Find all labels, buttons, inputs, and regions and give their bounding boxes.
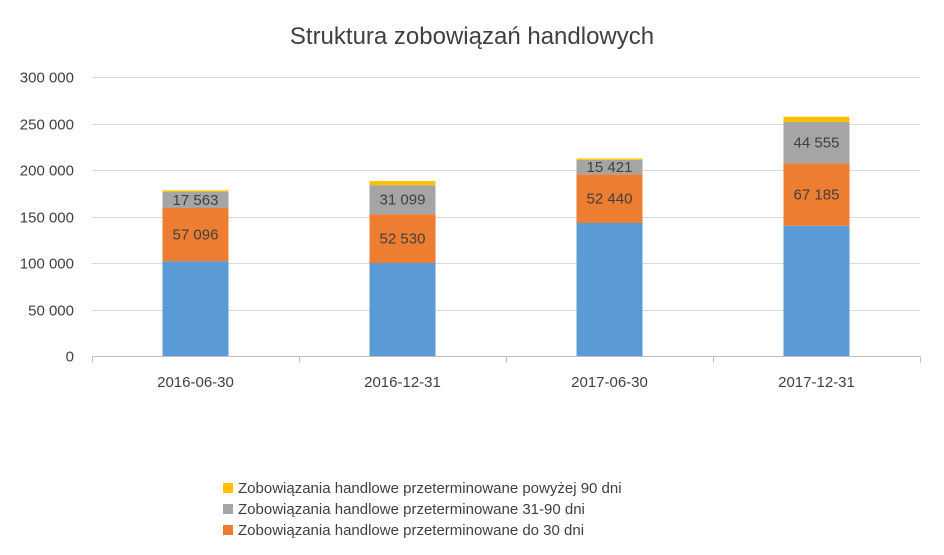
legend-swatch (223, 504, 233, 514)
bar-segment (162, 208, 229, 262)
bar-segment (783, 121, 850, 164)
bar-segment (576, 174, 643, 224)
bar-segment (369, 181, 436, 186)
bar-segment (162, 261, 229, 356)
y-tick-label: 100 000 (20, 256, 74, 273)
bar-segment (783, 225, 850, 356)
data-label: 52 440 (587, 191, 633, 208)
bar-segment (576, 223, 643, 356)
data-labels: 57 096 17 563 52 530 31 099 52 440 15 421 67 1… (173, 135, 840, 248)
bar-segment (162, 191, 229, 209)
data-label: 44 555 (794, 135, 840, 152)
legend-item-label: Zobowiązania handlowe przeterminowane 31… (238, 501, 585, 518)
bar-segment (369, 214, 436, 263)
data-label: 31 099 (380, 192, 426, 209)
data-label: 57 096 (173, 227, 219, 244)
bar-segment (783, 163, 850, 226)
gridlines (92, 77, 920, 311)
bar-segment (162, 190, 229, 192)
x-tick-label: 2017-06-30 (571, 374, 648, 391)
bar-segment (783, 116, 850, 122)
data-label: 15 421 (587, 159, 633, 176)
data-label: 17 563 (173, 192, 219, 209)
legend-item-label: Zobowiązania handlowe przeterminowane do… (238, 522, 584, 539)
data-label: 52 530 (380, 231, 426, 248)
y-tick-label: 200 000 (20, 163, 74, 180)
bar-segment (369, 185, 436, 215)
y-tick-label: 300 000 (20, 70, 74, 87)
x-tick-label: 2016-12-31 (364, 374, 441, 391)
x-axis: 2016-06-30 2016-12-31 2017-06-30 2017-12-31 (92, 356, 921, 391)
bars (162, 116, 850, 356)
bar-segment (369, 263, 436, 356)
x-tick-label: 2016-06-30 (157, 374, 234, 391)
data-label: 67 185 (794, 187, 840, 204)
x-tick-label: 2017-12-31 (778, 374, 855, 391)
bar-segment (576, 159, 643, 175)
legend: Zobowiązania handlowe przeterminowane po… (223, 480, 622, 539)
bar-segment (576, 158, 643, 160)
y-tick-label: 50 000 (28, 303, 74, 320)
y-axis-ticks: 0 50 000 100 000 150 000 200 000 250 000 300 0… (20, 70, 74, 366)
y-tick-label: 250 000 (20, 117, 74, 134)
chart-title: Struktura zobowiązań handlowych (290, 23, 654, 50)
legend-swatch (223, 483, 233, 493)
y-tick-label: 150 000 (20, 210, 74, 227)
y-tick-label: 0 (66, 349, 74, 366)
legend-item-label: Zobowiązania handlowe przeterminowane po… (238, 480, 622, 497)
legend-swatch (223, 525, 233, 535)
